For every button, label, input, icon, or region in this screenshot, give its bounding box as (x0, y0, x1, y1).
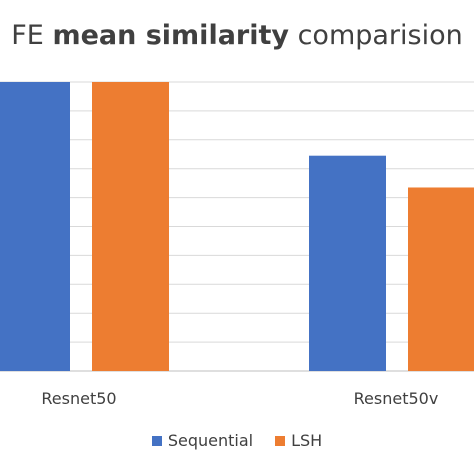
bar-lsh-resnet50v (408, 187, 474, 371)
bar-sequential-resnet50 (0, 82, 70, 371)
bar-sequential-resnet50v (309, 155, 386, 371)
chart-title-part-2: comparision (289, 20, 463, 51)
category-labels: Resnet50 Resnet50v (41, 389, 438, 408)
gridlines (0, 81, 474, 372)
bar-lsh-resnet50 (92, 82, 169, 371)
chart-title-bold: mean similarity (52, 20, 289, 51)
legend-label-lsh: LSH (291, 431, 323, 450)
legend: Sequential LSH (0, 431, 474, 450)
category-label-resnet50: Resnet50 (41, 389, 116, 408)
bars (0, 82, 474, 371)
legend-swatch-sequential (151, 435, 162, 446)
legend-item-lsh: LSH (275, 431, 322, 450)
legend-item-sequential: Sequential (151, 431, 254, 450)
category-label-resnet50v: Resnet50v (354, 389, 439, 408)
chart-title: FE mean similarity comparision (0, 20, 474, 51)
legend-label-sequential: Sequential (167, 431, 254, 450)
legend-swatch-lsh (275, 435, 286, 446)
chart-title-part-1: FE (11, 20, 53, 51)
